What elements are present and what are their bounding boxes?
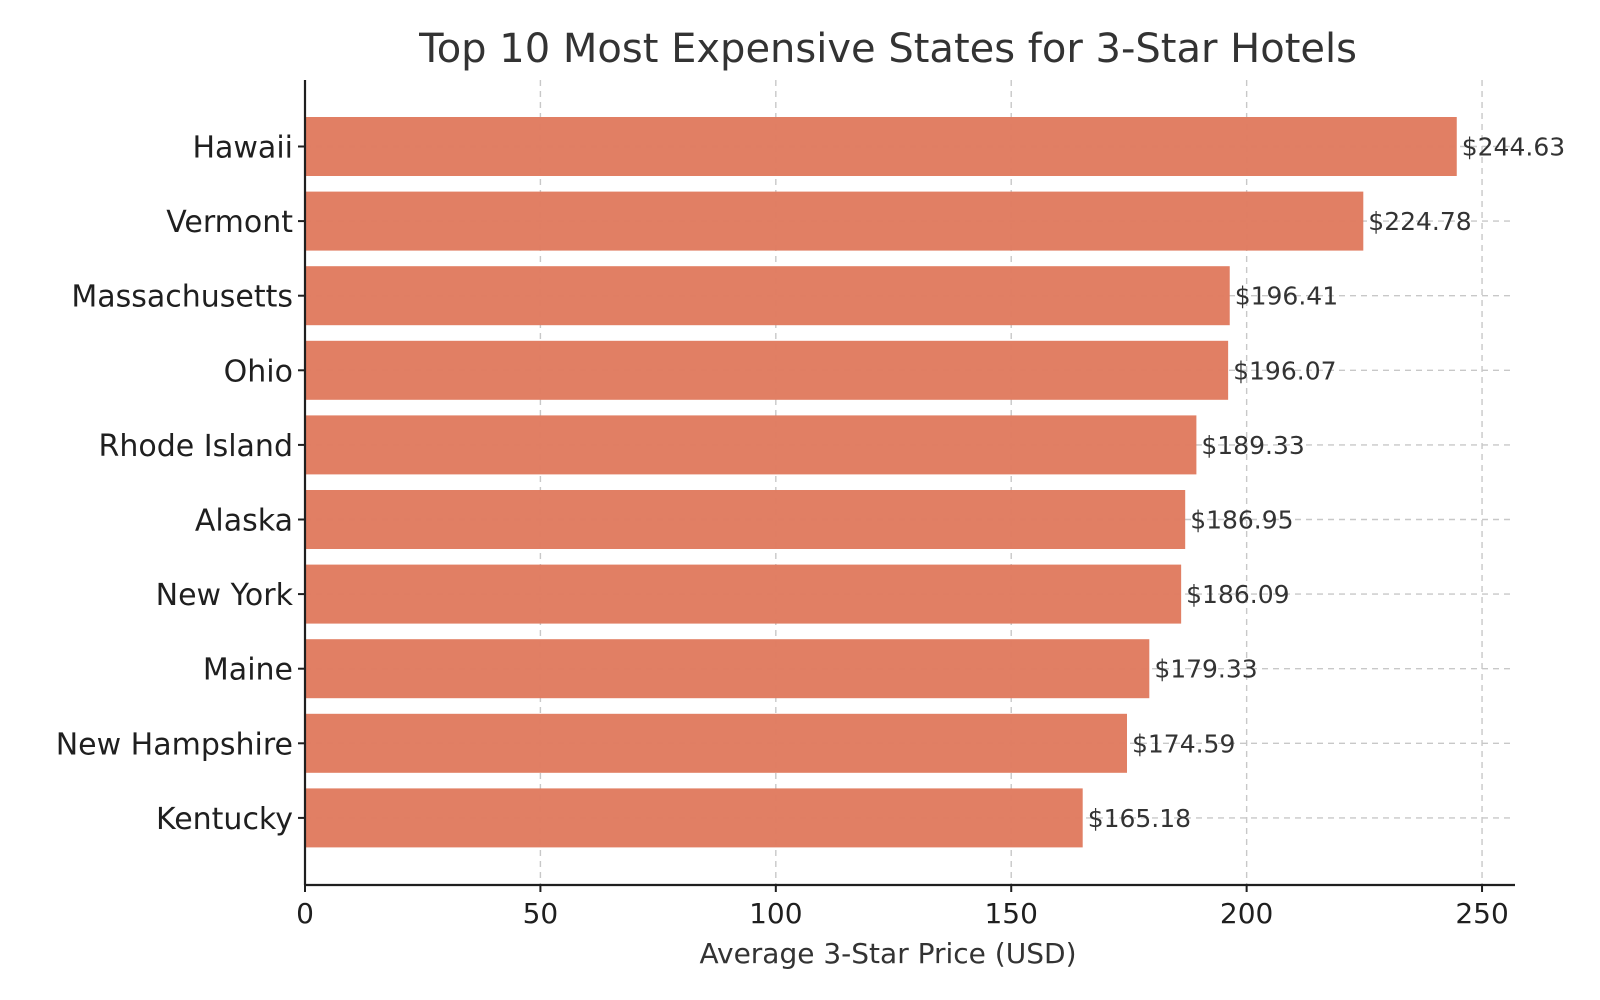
- bar-ohio: [305, 340, 1229, 400]
- x-tick-label: 250: [1455, 897, 1508, 930]
- category-label: Kentucky: [156, 802, 293, 837]
- bar-vermont: [305, 191, 1364, 251]
- value-label: $165.18: [1088, 804, 1191, 833]
- category-label: Alaska: [195, 504, 293, 539]
- category-label: Ohio: [224, 354, 293, 389]
- value-label: $179.33: [1154, 655, 1257, 684]
- category-label: Vermont: [166, 205, 293, 240]
- value-label: $186.09: [1186, 580, 1289, 609]
- bars-layer: [305, 117, 1457, 848]
- value-label: $196.41: [1235, 282, 1338, 311]
- bar-kentucky: [305, 788, 1083, 848]
- value-label: $174.59: [1132, 729, 1235, 758]
- x-tick-label: 100: [749, 897, 802, 930]
- axis-layer: [303, 80, 1515, 887]
- bar-massachusetts: [305, 266, 1230, 326]
- bar-hawaii: [305, 117, 1457, 176]
- category-label: Hawaii: [192, 131, 293, 166]
- value-label: $244.63: [1462, 133, 1565, 162]
- chart-title: Top 10 Most Expensive States for 3-Star …: [418, 26, 1357, 72]
- x-tick-label: 50: [523, 897, 559, 930]
- value-label: $189.33: [1201, 431, 1304, 460]
- category-label: Rhode Island: [98, 429, 293, 464]
- ticks-layer: 0 50 100 150 200 250: [296, 145, 1509, 930]
- value-label: $186.95: [1190, 506, 1293, 535]
- value-labels-layer: $244.63 $224.78 $196.41 $196.07 $189.33 $186.…: [1088, 133, 1565, 833]
- x-axis-title: Average 3-Star Price (USD): [699, 937, 1076, 970]
- x-tick-label: 150: [984, 897, 1037, 930]
- value-label: $224.78: [1368, 207, 1471, 236]
- category-label: New York: [156, 578, 294, 613]
- category-layer: Hawaii Vermont Massachusetts Ohio Rhode Isla…: [56, 131, 294, 837]
- category-label: Massachusetts: [71, 280, 293, 315]
- bar-maine: [305, 639, 1150, 699]
- bar-alaska: [305, 490, 1186, 549]
- x-tick-label: 0: [296, 897, 314, 930]
- category-label: New Hampshire: [56, 727, 293, 762]
- bar-new-hampshire: [305, 713, 1127, 773]
- x-tick-label: 200: [1220, 897, 1273, 930]
- bar-new-york: [305, 564, 1182, 624]
- value-label: $196.07: [1233, 356, 1336, 385]
- bar-rhode-island: [305, 415, 1197, 475]
- category-label: Maine: [203, 653, 293, 688]
